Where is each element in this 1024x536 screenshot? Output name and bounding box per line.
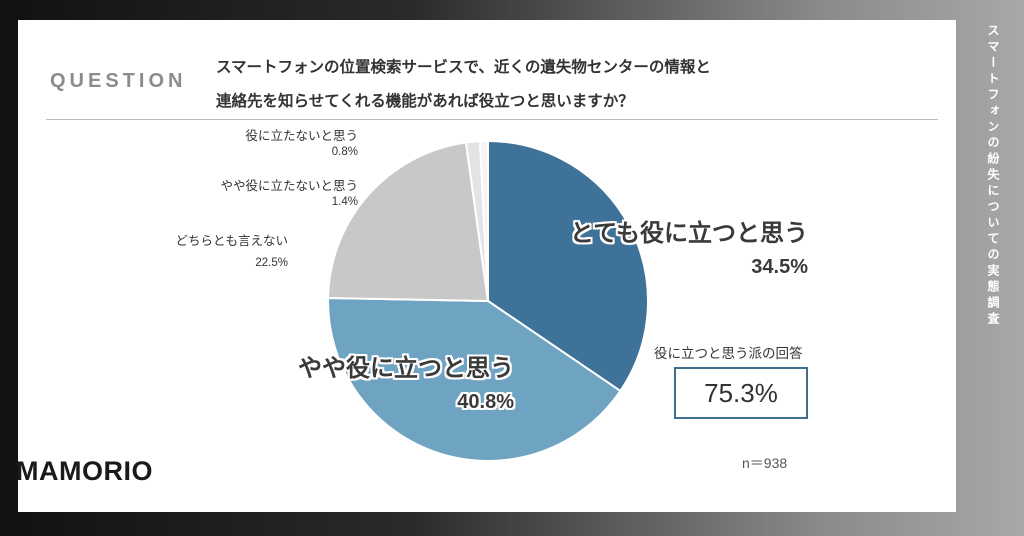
sample-size: n＝938 [742, 455, 788, 471]
slice-pct-2: 22.5% [255, 257, 288, 269]
question-line-2: 連絡先を知らせてくれる機能があれば役立つと思いますか？ [216, 92, 634, 110]
slice-label-group-3: やや役に立たないと思う 1.4% [168, 177, 358, 211]
question-line-1: スマートフォンの位置検索サービスで、近くの遺失物センターの情報と [216, 58, 711, 76]
pie-slice-1 [327, 296, 622, 462]
side-title: スマートフォンの紛失についての実態調査 [986, 24, 1000, 328]
slice-label-0: とても役に立つと思う [569, 219, 808, 247]
pie-slice-4 [478, 139, 489, 302]
slice-pct-1: 40.8% [457, 391, 514, 413]
summary-value: 75.3% [704, 377, 778, 408]
question-text: スマートフォンの位置検索サービスで、近くの遺失物センターの情報と 連絡先を知らせ… [216, 50, 836, 118]
question-label: QUESTION [50, 70, 187, 92]
pie-chart [327, 139, 649, 462]
slice-label-group-0: とても役に立つと思う 34.5% [498, 213, 808, 279]
slice-pct-4: 0.8% [331, 146, 358, 158]
mamorio-logo: MAMORIO [16, 456, 153, 486]
slice-label-4: 役に立たないと思う [245, 128, 358, 143]
pie-slice-0 [487, 139, 649, 393]
summary-value-box: 75.3% [674, 367, 808, 419]
slice-label-1: やや役に立つと思う [298, 354, 514, 382]
slice-label-3: やや役に立たないと思う [220, 178, 358, 193]
slice-label-group-4: 役に立たないと思う 0.8% [198, 127, 358, 161]
slice-label-group-1: やや役に立つと思う 40.8% [218, 348, 514, 414]
slice-label-group-2: どちらとも言えない 22.5% [128, 232, 288, 272]
summary-title: 役に立つと思う派の回答 [654, 346, 803, 362]
chart-card: QUESTION スマートフォンの位置検索サービスで、近くの遺失物センターの情報… [18, 20, 956, 512]
pie-slice-2 [327, 141, 490, 303]
header-divider [46, 119, 938, 120]
slice-label-2: どちらとも言えない [175, 233, 288, 248]
slice-pct-3: 1.4% [331, 196, 358, 208]
slice-pct-0: 34.5% [751, 256, 808, 278]
